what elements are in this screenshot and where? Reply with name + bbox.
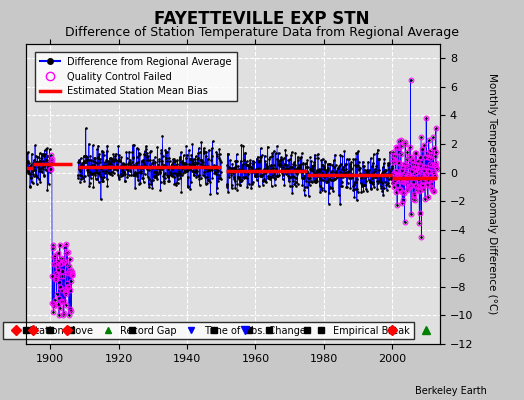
Y-axis label: Monthly Temperature Anomaly Difference (°C): Monthly Temperature Anomaly Difference (…: [487, 73, 497, 315]
Text: Difference of Station Temperature Data from Regional Average: Difference of Station Temperature Data f…: [65, 26, 459, 39]
Text: Berkeley Earth: Berkeley Earth: [416, 386, 487, 396]
Legend: Station Move, Record Gap, Time of Obs. Change, Empirical Break: Station Move, Record Gap, Time of Obs. C…: [3, 322, 414, 340]
Text: FAYETTEVILLE EXP STN: FAYETTEVILLE EXP STN: [154, 10, 370, 28]
